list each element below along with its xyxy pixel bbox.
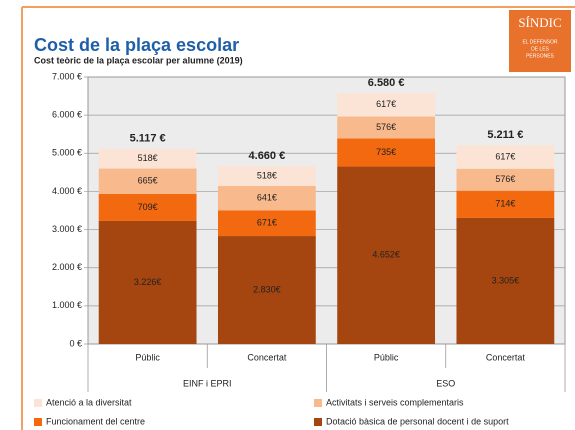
data-label: 518€ <box>138 153 158 163</box>
data-label: 641€ <box>257 193 277 203</box>
y-tick-label: 7.000 € <box>52 71 82 81</box>
legend-swatch <box>314 399 322 407</box>
legend-swatch <box>34 418 42 426</box>
bar-segment <box>98 148 197 169</box>
data-label: 617€ <box>376 99 396 109</box>
legend-label: Atenció a la diversitat <box>46 397 132 407</box>
y-tick-label: 6.000 € <box>52 110 82 120</box>
bar-segment <box>456 145 555 169</box>
y-tick-label: 4.000 € <box>52 186 82 196</box>
bar-segment <box>337 138 436 167</box>
data-label: 671€ <box>257 218 277 228</box>
group-label: EINF i EPRI <box>183 378 232 388</box>
data-label: 2.830€ <box>253 284 281 294</box>
y-tick-label: 1.000 € <box>52 300 82 310</box>
bar-segment <box>217 210 316 237</box>
data-label: 665€ <box>138 176 158 186</box>
legend-label: Activitats i serveis complementaris <box>326 397 464 407</box>
bar-segment <box>217 166 316 187</box>
data-label: 714€ <box>495 199 515 209</box>
logo-text: EL DEFENSOR <box>522 39 557 45</box>
bar-segment <box>337 116 436 139</box>
legend-swatch <box>314 418 322 426</box>
data-label: 576€ <box>376 122 396 132</box>
bar-segment <box>217 236 316 344</box>
data-label: 576€ <box>495 174 515 184</box>
logo-text: PERSONES <box>526 53 554 59</box>
data-label: 735€ <box>376 147 396 157</box>
x-tick-label: Concertat <box>486 352 526 362</box>
y-tick-label: 5.000 € <box>52 148 82 158</box>
x-tick-label: Concertat <box>247 352 287 362</box>
legend-label: Dotació bàsica de personal docent i de s… <box>326 416 509 426</box>
bar-segment <box>217 186 316 211</box>
y-tick-label: 2.000 € <box>52 262 82 272</box>
y-tick-label: 3.000 € <box>52 224 82 234</box>
data-label: 3.226€ <box>134 277 162 287</box>
total-label: 4.660 € <box>249 150 286 162</box>
bar-segment <box>456 190 555 218</box>
data-label: 617€ <box>495 151 515 161</box>
bar-segment <box>98 220 197 344</box>
y-tick-label: 0 € <box>69 338 82 348</box>
bar-segment <box>337 166 436 344</box>
total-label: 5.117 € <box>130 133 166 145</box>
legend-label: Funcionament del centre <box>46 416 145 426</box>
legend-swatch <box>34 399 42 407</box>
chart-title: Cost de la plaça escolar <box>34 35 239 55</box>
logo-box <box>509 10 571 72</box>
total-label: 5.211 € <box>487 129 523 141</box>
total-label: 6.580 € <box>368 77 405 89</box>
bar-segment <box>456 217 555 344</box>
bar-segment <box>456 168 555 191</box>
bar-segment <box>337 93 436 117</box>
chart-subtitle: Cost teòric de la plaça escolar per alum… <box>34 55 243 65</box>
data-label: 709€ <box>138 202 158 212</box>
data-label: 518€ <box>257 171 277 181</box>
x-tick-label: Públic <box>135 352 160 362</box>
bar-segment <box>98 193 197 221</box>
logo-text: DE LES <box>531 46 549 52</box>
data-label: 3.305€ <box>492 275 520 285</box>
x-tick-label: Públic <box>374 352 399 362</box>
logo-text: SÍNDIC <box>518 15 561 30</box>
group-label: ESO <box>436 378 455 388</box>
data-label: 4.652€ <box>372 250 400 260</box>
bar-segment <box>98 168 197 194</box>
